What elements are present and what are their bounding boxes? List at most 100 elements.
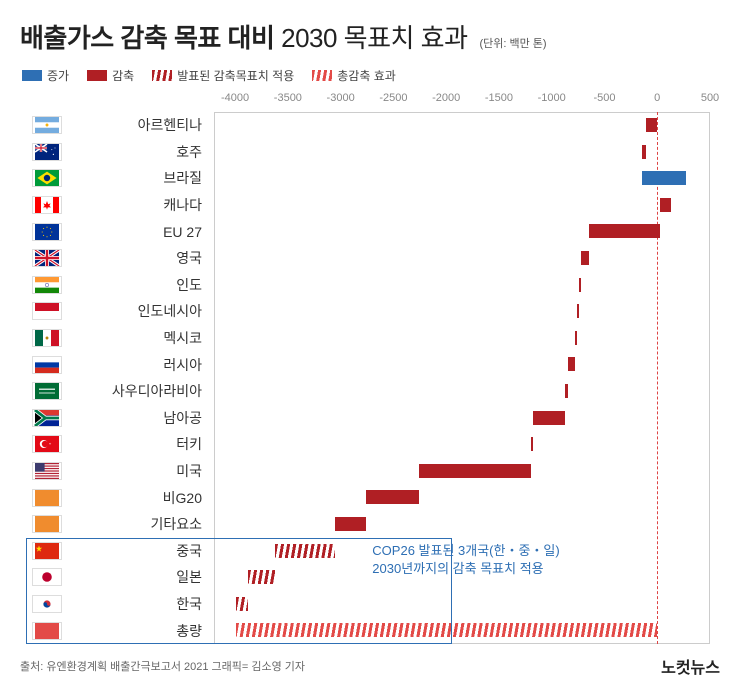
row-bar-area [214, 378, 710, 405]
legend-announced-label: 발표된 감축목표치 적용 [177, 67, 294, 84]
chart-row: 비G20 [20, 484, 710, 511]
row-label: 비G20 [62, 488, 210, 508]
axis-tick: 0 [654, 92, 660, 104]
row-bar-area [214, 139, 710, 166]
chart-row: 호주 [20, 139, 710, 166]
chart-row: 인도네시아 [20, 298, 710, 325]
row-label: 기타요소 [62, 514, 210, 534]
flag-icon [32, 143, 62, 161]
bar-segment-dec [366, 490, 419, 504]
bar-segment-dec [568, 357, 575, 371]
row-label: 인도 [62, 275, 210, 295]
axis-tick: -3500 [274, 92, 302, 104]
legend-increase: 증가 [22, 67, 69, 84]
axis-tick: -3000 [327, 92, 355, 104]
title-bold: 배출가스 감축 목표 대비 [20, 23, 274, 53]
flag-icon [32, 409, 62, 427]
chart-row: 터키 [20, 431, 710, 458]
row-bar-area [214, 112, 710, 139]
source-text: 출처: 유엔환경계획 배출간극보고서 2021 그래픽= 김소영 기자 [20, 658, 305, 674]
legend-increase-label: 증가 [47, 67, 69, 84]
row-bar-area [214, 192, 710, 219]
axis-tick: -2500 [379, 92, 407, 104]
bar-segment-dec [589, 224, 661, 238]
row-label: 사우디아라비아 [62, 381, 210, 401]
chart-row: 러시아 [20, 351, 710, 378]
row-bar-area [214, 484, 710, 511]
row-label: 멕시코 [62, 328, 210, 348]
row-label: 영국 [62, 248, 210, 268]
chart-row: 브라질 [20, 165, 710, 192]
bar-segment-dec [646, 118, 658, 132]
row-label: EU 27 [62, 224, 210, 240]
flag-icon [32, 489, 62, 507]
chart-row: 영국 [20, 245, 710, 272]
axis-tick: -2000 [432, 92, 460, 104]
bar-segment-dec [335, 517, 366, 531]
footer: 출처: 유엔환경계획 배출간극보고서 2021 그래픽= 김소영 기자 노컷뉴스 [20, 654, 720, 678]
bar-segment-dec [660, 198, 671, 212]
bar-segment-dec [581, 251, 588, 265]
chart-row: 인도 [20, 272, 710, 299]
flag-icon [32, 223, 62, 241]
flag-icon [32, 116, 62, 134]
bar-segment-dec [419, 464, 531, 478]
chart-row: 아르헨티나 [20, 112, 710, 139]
legend-total: 총감축 효과 [312, 67, 396, 84]
row-label: 남아공 [62, 408, 210, 428]
brand-logo: 노컷뉴스 [661, 654, 720, 678]
title-row: 배출가스 감축 목표 대비 2030 목표치 효과 (단위: 백만 톤) [20, 18, 720, 55]
row-bar-area [214, 458, 710, 485]
title-rest: 2030 목표치 효과 [281, 23, 467, 53]
row-bar-area [214, 298, 710, 325]
swatch-increase [22, 70, 42, 81]
row-label: 미국 [62, 461, 210, 481]
row-bar-area [214, 351, 710, 378]
flag-icon [32, 276, 62, 294]
axis-tick: -1500 [485, 92, 513, 104]
axis-tick: -500 [593, 92, 615, 104]
bar-segment-dec [642, 145, 645, 159]
row-label: 아르헨티나 [62, 115, 210, 135]
row-label: 호주 [62, 142, 210, 162]
flag-icon [32, 462, 62, 480]
chart-row: 멕시코 [20, 325, 710, 352]
row-label: 인도네시아 [62, 301, 210, 321]
bar-segment-dec [533, 411, 566, 425]
swatch-announced [152, 70, 172, 81]
row-label: 브라질 [62, 168, 210, 188]
flag-icon [32, 169, 62, 187]
chart-row: 미국 [20, 458, 710, 485]
axis-tick: 500 [701, 92, 719, 104]
chart-row: EU 27 [20, 218, 710, 245]
swatch-total [312, 70, 332, 81]
legend-decrease-label: 감축 [112, 67, 134, 84]
flag-icon [32, 356, 62, 374]
flag-icon [32, 329, 62, 347]
bar-segment-dec [577, 304, 579, 318]
axis-tick: -1000 [538, 92, 566, 104]
axis-tick: -4000 [221, 92, 249, 104]
chart-row: 남아공 [20, 405, 710, 432]
flag-icon [32, 196, 62, 214]
chart-row: 캐나다 [20, 192, 710, 219]
flag-icon [32, 435, 62, 453]
row-bar-area [214, 431, 710, 458]
legend-announced: 발표된 감축목표치 적용 [152, 67, 294, 84]
legend-decrease: 감축 [87, 67, 134, 84]
bar-segment-dec [531, 437, 533, 451]
bar-segment-inc [642, 171, 685, 185]
legend-total-label: 총감축 효과 [337, 67, 396, 84]
legend: 증가 감축 발표된 감축목표치 적용 총감축 효과 [22, 67, 720, 84]
row-bar-area [214, 272, 710, 299]
row-label: 러시아 [62, 355, 210, 375]
bar-segment-dec [579, 278, 582, 292]
x-axis: -4000 -3500 -3000 -2500 -2000 -1500 -1000 -500 0… [214, 92, 710, 112]
flag-icon [32, 302, 62, 320]
flag-icon [32, 515, 62, 533]
row-label: 캐나다 [62, 195, 210, 215]
chart-row: 기타요소 [20, 511, 710, 538]
row-bar-area [214, 325, 710, 352]
swatch-decrease [87, 70, 107, 81]
page-title: 배출가스 감축 목표 대비 2030 목표치 효과 [20, 18, 468, 55]
